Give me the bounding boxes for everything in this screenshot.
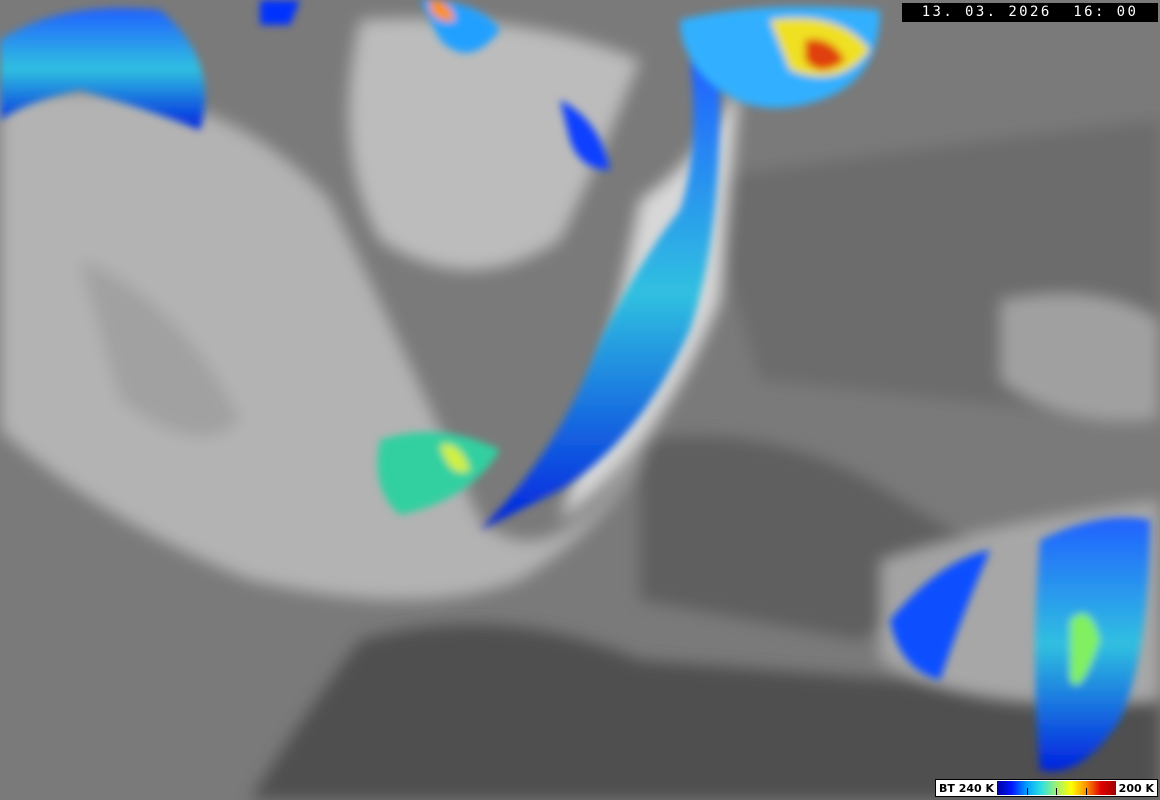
cold-cloud-tops [0,0,1150,772]
color-scale-legend: BT 240 K 200 K [935,779,1158,797]
timestamp-label: 13. 03. 2026 16: 00 [902,3,1158,22]
scale-tick [1026,788,1028,795]
legend-low-label: BT 240 K [939,781,995,795]
scale-tick [1056,788,1058,795]
color-scale-bar [997,781,1116,795]
legend-high-label: 200 K [1118,781,1154,795]
scale-tick [1086,788,1088,795]
